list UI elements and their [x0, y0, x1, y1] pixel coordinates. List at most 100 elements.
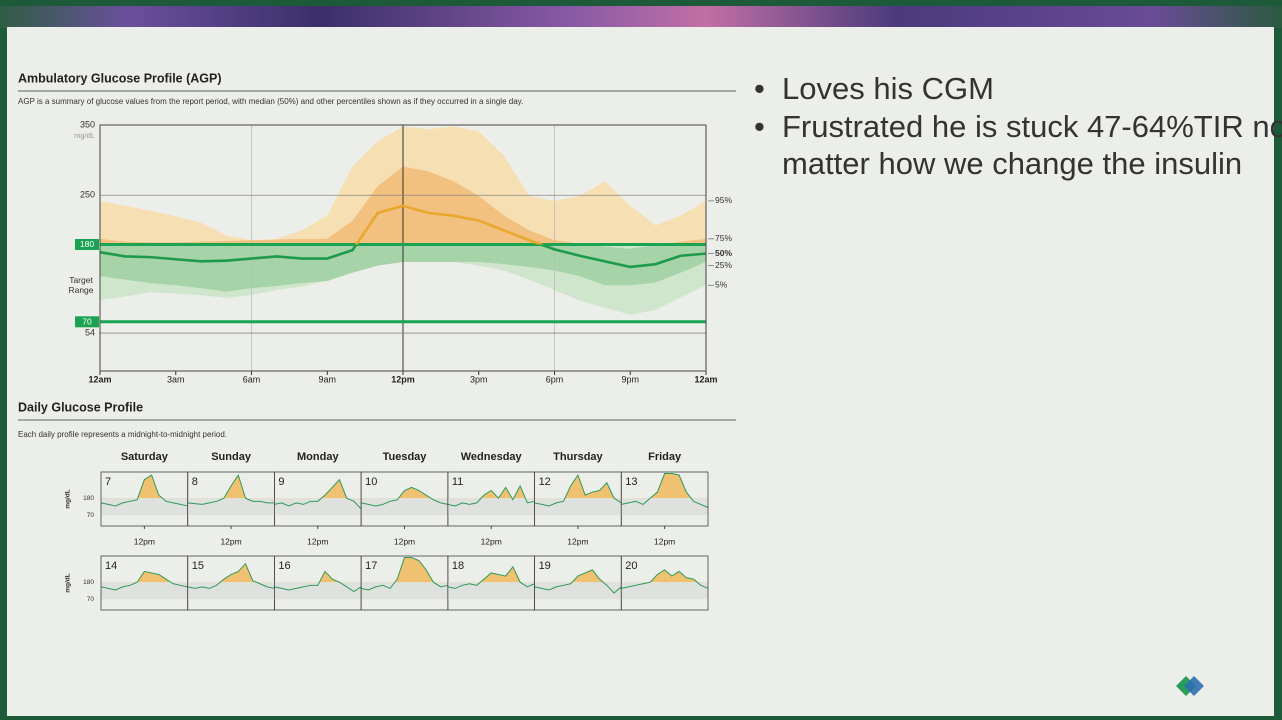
- weekday-label: Wednesday: [461, 451, 523, 463]
- glucose-line: [187, 562, 275, 589]
- x-tick-label: 9am: [318, 374, 336, 384]
- target-band: [187, 498, 275, 516]
- y-tick-label: 350: [80, 119, 95, 129]
- day-label: 17: [365, 560, 377, 572]
- target-band: [534, 498, 622, 516]
- weekday-label: Tuesday: [383, 451, 428, 463]
- high-area: [394, 557, 434, 583]
- target-band: [621, 582, 708, 600]
- day-label: 9: [278, 476, 284, 488]
- bullet-list: Loves his CGM Frustrated he is stuck 47-…: [752, 70, 1282, 183]
- agp-subtitle: AGP is a summary of glucose values from …: [18, 97, 523, 106]
- panel-frame: [620, 555, 709, 611]
- glucose-line: [187, 473, 275, 505]
- y-tick-label: 180: [83, 579, 94, 586]
- day-label: 8: [192, 476, 198, 488]
- top-banner: [0, 6, 1282, 28]
- x-tick-label: 6am: [243, 374, 261, 384]
- target-band: [361, 498, 448, 516]
- y-tick-label: 70: [82, 317, 92, 327]
- y-tick-label: 70: [87, 596, 95, 603]
- bullet: Frustrated he is stuck 47-64%TIR no matt…: [754, 108, 1282, 183]
- y-tick-label: 180: [83, 495, 94, 502]
- logo: [1176, 676, 1204, 696]
- day-label: 20: [625, 560, 637, 572]
- glucose-line: [447, 565, 535, 589]
- x-tick-label: 12pm: [481, 536, 502, 546]
- y-axis-label: mg/dL: [65, 489, 72, 509]
- x-tick-label: 12pm: [391, 374, 415, 384]
- weekday-label: Friday: [648, 451, 682, 463]
- high-area: [650, 569, 698, 583]
- glucose-line: [274, 478, 362, 510]
- glucose-line: [534, 473, 622, 507]
- daily-title: Daily Glucose Profile: [18, 400, 143, 414]
- x-tick-label: 9pm: [621, 374, 639, 384]
- plot-frame: [99, 124, 707, 372]
- x-tick-label: 12am: [88, 374, 111, 384]
- y-tick-label: 54: [85, 327, 95, 337]
- percentile-label: 75%: [715, 233, 732, 243]
- y-tick-label: 250: [80, 190, 95, 200]
- x-tick-label: 12pm: [394, 536, 415, 546]
- weekday-label: Thursday: [553, 451, 603, 463]
- x-tick-label: 12pm: [134, 536, 155, 546]
- target-band: [187, 582, 275, 600]
- day-label: 13: [625, 476, 637, 488]
- target-band: [447, 498, 535, 516]
- target-band: [447, 582, 535, 600]
- target-band: [534, 582, 622, 600]
- high-area: [564, 475, 615, 499]
- percentile-label: 50%: [715, 248, 732, 258]
- y-tick-label: 70: [87, 512, 95, 519]
- target-badge: [75, 316, 99, 328]
- glucose-line: [621, 473, 709, 508]
- glucose-line: [447, 484, 535, 507]
- glucose-line: [621, 569, 709, 589]
- x-tick-label: 12pm: [307, 536, 328, 546]
- day-label: 16: [278, 560, 290, 572]
- bullet: Loves his CGM: [754, 70, 1282, 108]
- day-label: 12: [539, 476, 551, 488]
- x-tick-label: 12pm: [654, 536, 675, 546]
- glucose-line: [100, 474, 188, 507]
- target-band: [361, 582, 448, 600]
- x-tick-label: 12pm: [567, 536, 588, 546]
- target-band: [274, 582, 362, 600]
- x-tick-label: 12am: [694, 374, 717, 384]
- day-label: 15: [192, 560, 204, 572]
- target-band: [621, 498, 708, 516]
- high-area: [321, 479, 347, 499]
- glucose-line: [274, 570, 362, 593]
- high-area: [572, 569, 604, 583]
- glucose-line: [361, 557, 448, 591]
- target-badge: [75, 238, 99, 250]
- day-label: 11: [452, 476, 463, 488]
- x-tick-label: 3am: [167, 374, 185, 384]
- day-label: 14: [105, 560, 117, 572]
- target-band: [101, 498, 188, 516]
- percentile-label: 95%: [715, 195, 732, 205]
- percentile-label: 5%: [715, 280, 728, 290]
- high-area: [137, 571, 171, 583]
- median-line: [354, 204, 545, 245]
- y-axis-label: mg/dL: [65, 573, 72, 593]
- percentile-label: 25%: [715, 260, 732, 270]
- glucose-line: [534, 569, 622, 594]
- target-range-label: Target Range: [68, 275, 94, 295]
- weekday-label: Sunday: [211, 451, 252, 463]
- day-label: 10: [365, 476, 377, 488]
- logo-shape: [1184, 676, 1204, 696]
- x-tick-label: 3pm: [470, 374, 488, 384]
- agp-title: Ambulatory Glucose Profile (AGP): [18, 71, 222, 85]
- high-area: [481, 485, 526, 499]
- glucose-line: [361, 486, 448, 507]
- glucose-line: [100, 570, 188, 591]
- weekday-label: Saturday: [121, 451, 169, 463]
- weekday-label: Monday: [297, 451, 339, 463]
- high-area: [137, 475, 163, 499]
- median-line: [100, 244, 706, 269]
- day-label: 19: [539, 560, 551, 572]
